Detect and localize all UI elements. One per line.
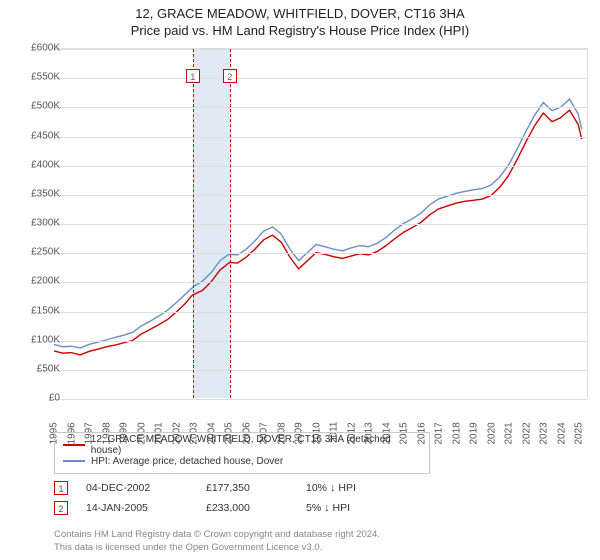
title-address: 12, GRACE MEADOW, WHITFIELD, DOVER, CT16…	[135, 6, 464, 21]
ytick-label: £450K	[10, 130, 60, 141]
xtick-label: 2024	[556, 422, 567, 444]
sale-date-1: 04-DEC-2002	[86, 482, 206, 494]
ytick-label: £100K	[10, 334, 60, 345]
ytick-label: £550K	[10, 72, 60, 83]
gridline-h	[54, 341, 587, 342]
legend-swatch-property	[63, 444, 85, 446]
sales-table: 1 04-DEC-2002 £177,350 10% ↓ HPI 2 14-JA…	[54, 478, 386, 518]
series-line-property	[54, 110, 582, 355]
sale-pct-1: 10% ↓ HPI	[306, 482, 386, 494]
footer-line1: Contains HM Land Registry data © Crown c…	[54, 529, 380, 540]
legend-label-property: 12, GRACE MEADOW, WHITFIELD, DOVER, CT16…	[91, 434, 421, 456]
sale-price-1: £177,350	[206, 482, 306, 494]
legend-box: 12, GRACE MEADOW, WHITFIELD, DOVER, CT16…	[54, 432, 430, 474]
title-subtitle: Price paid vs. HM Land Registry's House …	[131, 23, 469, 38]
gridline-h	[54, 282, 587, 283]
sale-date-2: 14-JAN-2005	[86, 502, 206, 514]
ytick-label: £300K	[10, 218, 60, 229]
sale-marker-box: 2	[223, 69, 237, 83]
sale-price-2: £233,000	[206, 502, 306, 514]
chart-title: 12, GRACE MEADOW, WHITFIELD, DOVER, CT16…	[0, 0, 600, 40]
gridline-h	[54, 78, 587, 79]
legend-swatch-hpi	[63, 460, 85, 462]
down-arrow-icon: ↓	[324, 502, 330, 514]
gridline-h	[54, 107, 587, 108]
xtick-label: 2025	[574, 422, 585, 444]
xtick-label: 2019	[469, 422, 480, 444]
xtick-label: 2018	[451, 422, 462, 444]
sale-row-2: 2 14-JAN-2005 £233,000 5% ↓ HPI	[54, 498, 386, 518]
gridline-h	[54, 137, 587, 138]
xtick-label: 2023	[539, 422, 550, 444]
footer-attribution: Contains HM Land Registry data © Crown c…	[54, 529, 380, 554]
ytick-label: £50K	[10, 363, 60, 374]
footer-line2: This data is licensed under the Open Gov…	[54, 542, 322, 553]
ytick-label: £200K	[10, 276, 60, 287]
legend-label-hpi: HPI: Average price, detached house, Dove…	[91, 456, 283, 467]
ytick-label: £350K	[10, 188, 60, 199]
xtick-label: 2017	[434, 422, 445, 444]
sale-marker-box: 1	[186, 69, 200, 83]
ytick-label: £400K	[10, 159, 60, 170]
sale-pct-2: 5% ↓ HPI	[306, 502, 386, 514]
gridline-h	[54, 253, 587, 254]
sale-marker-2: 2	[54, 501, 68, 515]
ytick-label: £150K	[10, 305, 60, 316]
xtick-label: 2022	[521, 422, 532, 444]
xtick-label: 2021	[504, 422, 515, 444]
gridline-h	[54, 224, 587, 225]
legend-item-property: 12, GRACE MEADOW, WHITFIELD, DOVER, CT16…	[63, 437, 421, 453]
chart-plot-area: 1995199619971998199920002001200220032004…	[54, 48, 588, 398]
sale-marker-line	[230, 49, 231, 398]
gridline-h	[54, 399, 587, 400]
gridline-h	[54, 312, 587, 313]
ytick-label: £250K	[10, 247, 60, 258]
gridline-h	[54, 370, 587, 371]
gridline-h	[54, 49, 587, 50]
sale-row-1: 1 04-DEC-2002 £177,350 10% ↓ HPI	[54, 478, 386, 498]
sale-marker-line	[193, 49, 194, 398]
xtick-label: 2020	[486, 422, 497, 444]
ytick-label: £600K	[10, 43, 60, 54]
ytick-label: £0	[10, 393, 60, 404]
sale-marker-1: 1	[54, 481, 68, 495]
gridline-h	[54, 195, 587, 196]
ytick-label: £500K	[10, 101, 60, 112]
gridline-h	[54, 166, 587, 167]
down-arrow-icon: ↓	[330, 482, 336, 494]
